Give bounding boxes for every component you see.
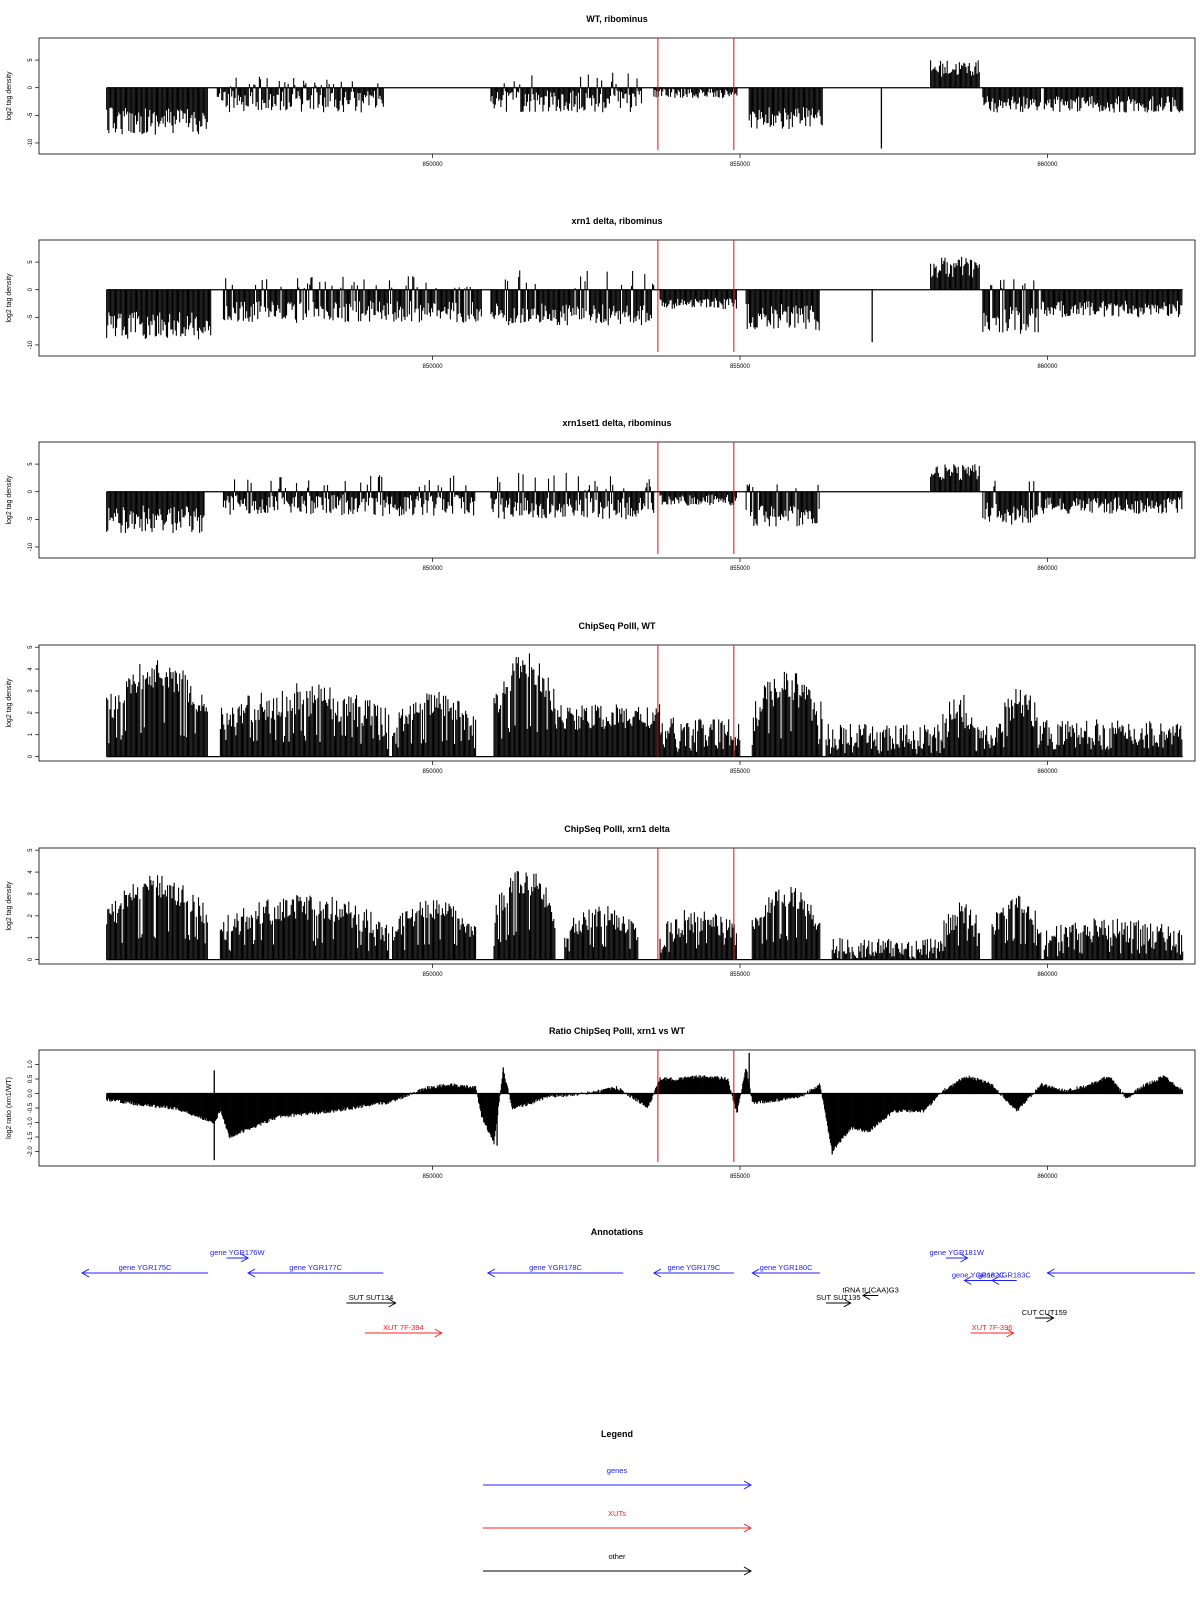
panel-5: Ratio ChipSeq PolII, xrn1 vs WT log2 rati… xyxy=(6,1026,1196,1180)
y-tick-label: -5 xyxy=(28,112,34,118)
x-tick-label: 860000 xyxy=(1037,162,1058,168)
y-axis-label: log2 tag density xyxy=(6,475,13,525)
x-tick-label: 850000 xyxy=(423,566,444,572)
x-tick-label: 860000 xyxy=(1037,1174,1058,1180)
data-bars xyxy=(106,1068,1184,1151)
y-tick-label: 5 xyxy=(28,462,34,466)
y-tick-label: 1.0 xyxy=(28,1060,34,1069)
y-axis-label: log2 tag density xyxy=(6,71,13,121)
y-tick-label: 2 xyxy=(28,711,34,715)
y-tick-label: 0 xyxy=(28,287,34,291)
y-tick-label: 0 xyxy=(28,85,34,89)
y-tick-label: -5 xyxy=(28,516,34,522)
x-tick-label: 855000 xyxy=(730,364,751,370)
data-bars xyxy=(106,870,1184,960)
x-tick-label: 860000 xyxy=(1037,566,1058,572)
y-tick-label: 3 xyxy=(28,689,34,693)
y-tick-label: -10 xyxy=(28,138,34,147)
panel-2: xrn1set1 delta, ribominus log2 tag densit… xyxy=(6,418,1196,572)
y-axis-label: log2 tag density xyxy=(6,881,13,931)
x-tick-label: 860000 xyxy=(1037,769,1058,775)
y-tick-label: 4 xyxy=(28,667,34,671)
data-bars xyxy=(106,256,1183,340)
y-axis-label: log2 tag density xyxy=(6,273,13,323)
x-tick-label: 855000 xyxy=(730,972,751,978)
x-tick-label: 855000 xyxy=(730,1174,751,1180)
data-bars xyxy=(106,464,1183,533)
plot-frame xyxy=(38,239,1196,357)
y-tick-label: 0 xyxy=(28,489,34,493)
panel-title: xrn1 delta, ribominus xyxy=(571,216,662,226)
plot-frame xyxy=(38,441,1196,559)
y-tick-label: 0.0 xyxy=(28,1089,34,1098)
y-tick-label: -0.5 xyxy=(28,1102,34,1113)
y-tick-label: -5 xyxy=(28,314,34,320)
y-tick-label: -1.0 xyxy=(28,1117,34,1128)
plot-frame xyxy=(38,644,1196,762)
panel-title: ChipSeq PolII, xrn1 delta xyxy=(564,824,671,834)
panel-title: xrn1set1 delta, ribominus xyxy=(562,418,671,428)
plot-frame xyxy=(38,37,1196,155)
x-tick-label: 850000 xyxy=(423,364,444,370)
panel-title: Ratio ChipSeq PolII, xrn1 vs WT xyxy=(549,1026,686,1036)
y-tick-label: -10 xyxy=(28,542,34,551)
y-tick-label: -10 xyxy=(28,340,34,349)
y-tick-label: 5 xyxy=(28,58,34,62)
plot-frame xyxy=(38,847,1196,965)
data-bars xyxy=(106,653,1183,757)
y-tick-label: 3 xyxy=(28,892,34,896)
panel-3: ChipSeq PolII, WT log2 tag density 0 1 2 3 4 5 8… xyxy=(6,621,1196,775)
track-panels: WT, ribominus log2 tag density -10 -5 0 5 8500… xyxy=(6,14,1196,1180)
panel-4: ChipSeq PolII, xrn1 delta log2 tag densit… xyxy=(6,824,1196,978)
y-tick-label: 0 xyxy=(28,754,34,758)
y-tick-label: 1 xyxy=(28,935,34,939)
x-tick-label: 850000 xyxy=(423,769,444,775)
y-tick-label: 2 xyxy=(28,914,34,918)
y-tick-label: 1 xyxy=(28,732,34,736)
y-tick-label: -1.5 xyxy=(28,1131,34,1142)
y-axis-label: log2 ratio (xrn1/WT) xyxy=(6,1077,13,1139)
y-tick-label: -2.0 xyxy=(28,1146,34,1157)
y-tick-label: 5 xyxy=(28,645,34,649)
y-tick-label: 0.5 xyxy=(28,1074,34,1083)
y-tick-label: 5 xyxy=(28,848,34,852)
y-tick-label: 0 xyxy=(28,957,34,961)
x-tick-label: 855000 xyxy=(730,769,751,775)
x-tick-label: 855000 xyxy=(730,566,751,572)
x-tick-label: 850000 xyxy=(423,162,444,168)
data-bars xyxy=(106,60,1184,135)
panel-title: ChipSeq PolII, WT xyxy=(579,621,656,631)
y-axis-label: log2 tag density xyxy=(6,678,13,728)
x-tick-label: 860000 xyxy=(1037,364,1058,370)
panel-0: WT, ribominus log2 tag density -10 -5 0 5 8500… xyxy=(6,14,1196,168)
x-tick-label: 855000 xyxy=(730,162,751,168)
y-tick-label: 4 xyxy=(28,870,34,874)
panel-title: WT, ribominus xyxy=(586,14,648,24)
x-tick-label: 860000 xyxy=(1037,972,1058,978)
panel-1: xrn1 delta, ribominus log2 tag density -10… xyxy=(6,216,1196,370)
x-tick-label: 850000 xyxy=(423,972,444,978)
x-tick-label: 850000 xyxy=(423,1174,444,1180)
y-tick-label: 5 xyxy=(28,260,34,264)
